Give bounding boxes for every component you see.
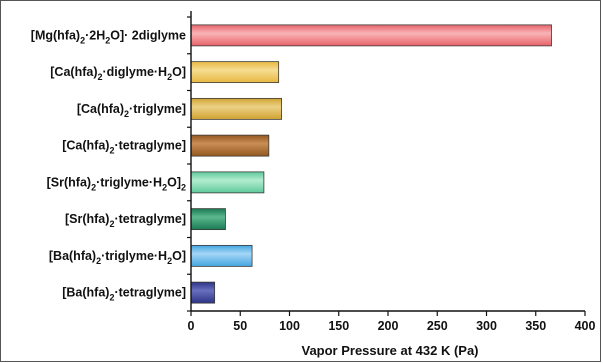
x-tick-label-400: 400 [575, 319, 596, 333]
bar-ca_diglyme_h2o [190, 61, 280, 84]
category-label-ca_triglyme: [Ca(hfa)2·triglyme] [77, 102, 186, 119]
bar-sr_tetraglyme [190, 208, 226, 231]
x-tick-label-0: 0 [188, 319, 195, 333]
bar-ba_tetraglyme [190, 281, 216, 304]
x-tick-label-300: 300 [476, 319, 497, 333]
x-tick-label-50: 50 [233, 319, 247, 333]
category-label-ba_tetraglyme: [Ba(hfa)2·tetraglyme] [62, 286, 186, 303]
bar-ca_tetraglyme [190, 134, 270, 157]
bar-mg_2h2o_2diglyme [190, 24, 552, 47]
x-tick-label-350: 350 [525, 319, 546, 333]
x-tick-label-150: 150 [328, 319, 349, 333]
x-tick-label-250: 250 [427, 319, 448, 333]
category-label-ca_diglyme_h2o: [Ca(hfa)2·diglyme·H2O] [50, 65, 186, 82]
bar-sr_triglyme_h2o [190, 171, 265, 194]
x-tick-label-100: 100 [279, 319, 300, 333]
category-label-mg_2h2o_2diglyme: [Mg(hfa)2·2H2O]· 2diglyme [31, 28, 186, 45]
category-label-sr_triglyme_h2o: [Sr(hfa)2·triglyme·H2O]2 [47, 175, 186, 192]
category-label-ba_triglyme_h2o: [Ba(hfa)2·triglyme·H2O] [49, 249, 186, 266]
bar-ca_triglyme [190, 97, 283, 120]
category-label-sr_tetraglyme: [Sr(hfa)2·tetraglyme] [65, 212, 186, 229]
x-tick-label-200: 200 [378, 319, 399, 333]
bar-ba_triglyme_h2o [190, 244, 253, 267]
category-label-ca_tetraglyme: [Ca(hfa)2·tetraglyme] [62, 139, 186, 156]
x-axis-title: Vapor Pressure at 432 K (Pa) [301, 343, 478, 358]
